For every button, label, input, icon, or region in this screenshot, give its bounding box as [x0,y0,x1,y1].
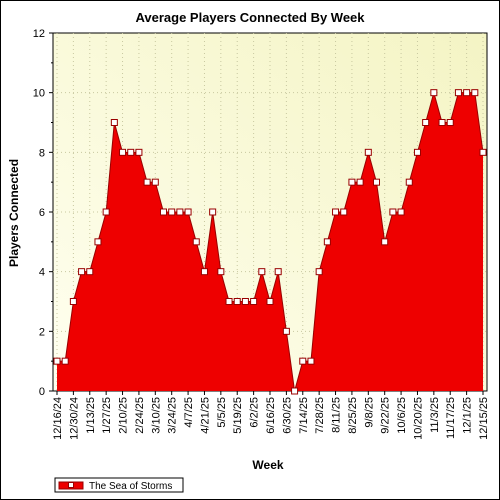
data-point [86,268,94,276]
data-point [209,208,217,216]
legend-label: The Sea of Storms [89,481,172,492]
data-point [348,178,356,186]
y-tick-label: 2 [39,326,45,338]
data-point [397,208,405,216]
data-point [315,268,323,276]
data-point [233,298,241,305]
data-point [168,208,176,216]
y-tick-label: 8 [39,147,45,159]
x-tick-label: 9/8/25 [363,397,375,428]
data-point [217,268,225,276]
series-area-fill [57,92,483,392]
data-point [69,298,77,305]
x-tick-label: 7/28/25 [314,397,326,434]
data-point [405,178,413,186]
x-tick-label: 11/17/25 [445,397,457,439]
x-tick-label: 2/24/25 [134,397,146,434]
y-axis-label: Players Connected [7,159,21,267]
y-tick-label: 6 [39,207,45,219]
x-tick-label: 9/22/25 [380,397,392,434]
data-point [364,148,372,156]
data-point [323,238,331,246]
x-tick-label: 12/16/24 [52,397,64,440]
data-point [307,357,315,365]
data-point [94,238,102,246]
data-point [291,387,299,395]
data-point [53,357,61,365]
x-tick-label: 4/7/25 [183,397,195,428]
data-point [479,148,487,156]
data-point [340,208,348,216]
y-tick-label: 12 [33,28,45,40]
data-point [78,268,86,276]
data-point [454,89,462,97]
legend-box [54,477,184,493]
data-point [274,268,282,276]
legend-marker [68,482,74,488]
x-tick-label: 10/20/25 [412,397,424,440]
data-point [176,208,184,216]
x-tick-label: 5/19/25 [232,397,244,434]
data-point [299,357,307,365]
data-point [102,208,110,216]
x-tick-label: 5/5/25 [216,397,228,428]
x-tick-label: 8/11/25 [331,397,343,433]
data-point [266,298,274,305]
data-point [430,89,438,97]
x-tick-label: 12/15/25 [478,397,490,440]
x-tick-label: 7/14/25 [298,397,310,434]
y-axis: 0 2 4 6 8 10 12 [33,28,53,398]
data-point [192,238,200,246]
y-tick-label: 0 [39,386,45,398]
x-tick-label: 4/21/25 [199,397,211,434]
data-point [184,208,192,216]
x-tick-label: 12/1/25 [462,397,474,434]
y-tick-label: 10 [33,88,45,100]
x-tick-label: 11/3/25 [429,397,441,433]
data-point [241,298,249,305]
data-point [422,119,430,126]
data-point [438,119,446,126]
data-point [61,357,69,365]
data-point [463,89,471,97]
data-point [225,298,233,305]
data-point [160,208,167,216]
x-tick-label: 2/10/25 [118,397,130,434]
data-point [151,178,159,186]
data-point [446,119,454,126]
legend: The Sea of Storms [54,477,184,493]
data-point [127,148,135,156]
data-point [389,208,397,216]
x-tick-label: 1/13/25 [85,397,97,434]
data-markers [53,89,487,395]
data-point [258,268,266,276]
x-tick-label: 3/24/25 [167,397,179,434]
data-point [110,119,118,126]
data-point [135,148,143,156]
data-point [356,178,364,186]
y-tick-label: 4 [39,267,45,279]
data-point [200,268,208,276]
x-tick-label: 6/16/25 [265,397,277,434]
x-tick-label: 6/30/25 [281,397,293,434]
x-tick-label: 1/27/25 [101,397,113,434]
x-tick-label: 10/6/25 [396,397,408,434]
data-point [471,89,479,97]
data-point [373,178,380,186]
data-point [381,238,389,246]
x-axis-label: Week [252,458,283,472]
x-axis: 12/16/24 12/30/24 1/13/25 1/27/25 2/10/25 2/2… [52,391,490,440]
data-point [119,148,127,156]
x-tick-label: 8/25/25 [347,397,359,434]
data-point [282,327,290,335]
data-point [250,298,258,305]
data-point [332,208,340,216]
x-tick-label: 12/30/24 [68,397,80,440]
data-point [143,178,151,186]
x-tick-label: 3/10/25 [150,397,162,434]
chart-title: Average Players Connected By Week [135,10,365,25]
x-tick-label: 6/2/25 [249,397,261,428]
data-point [413,148,421,156]
